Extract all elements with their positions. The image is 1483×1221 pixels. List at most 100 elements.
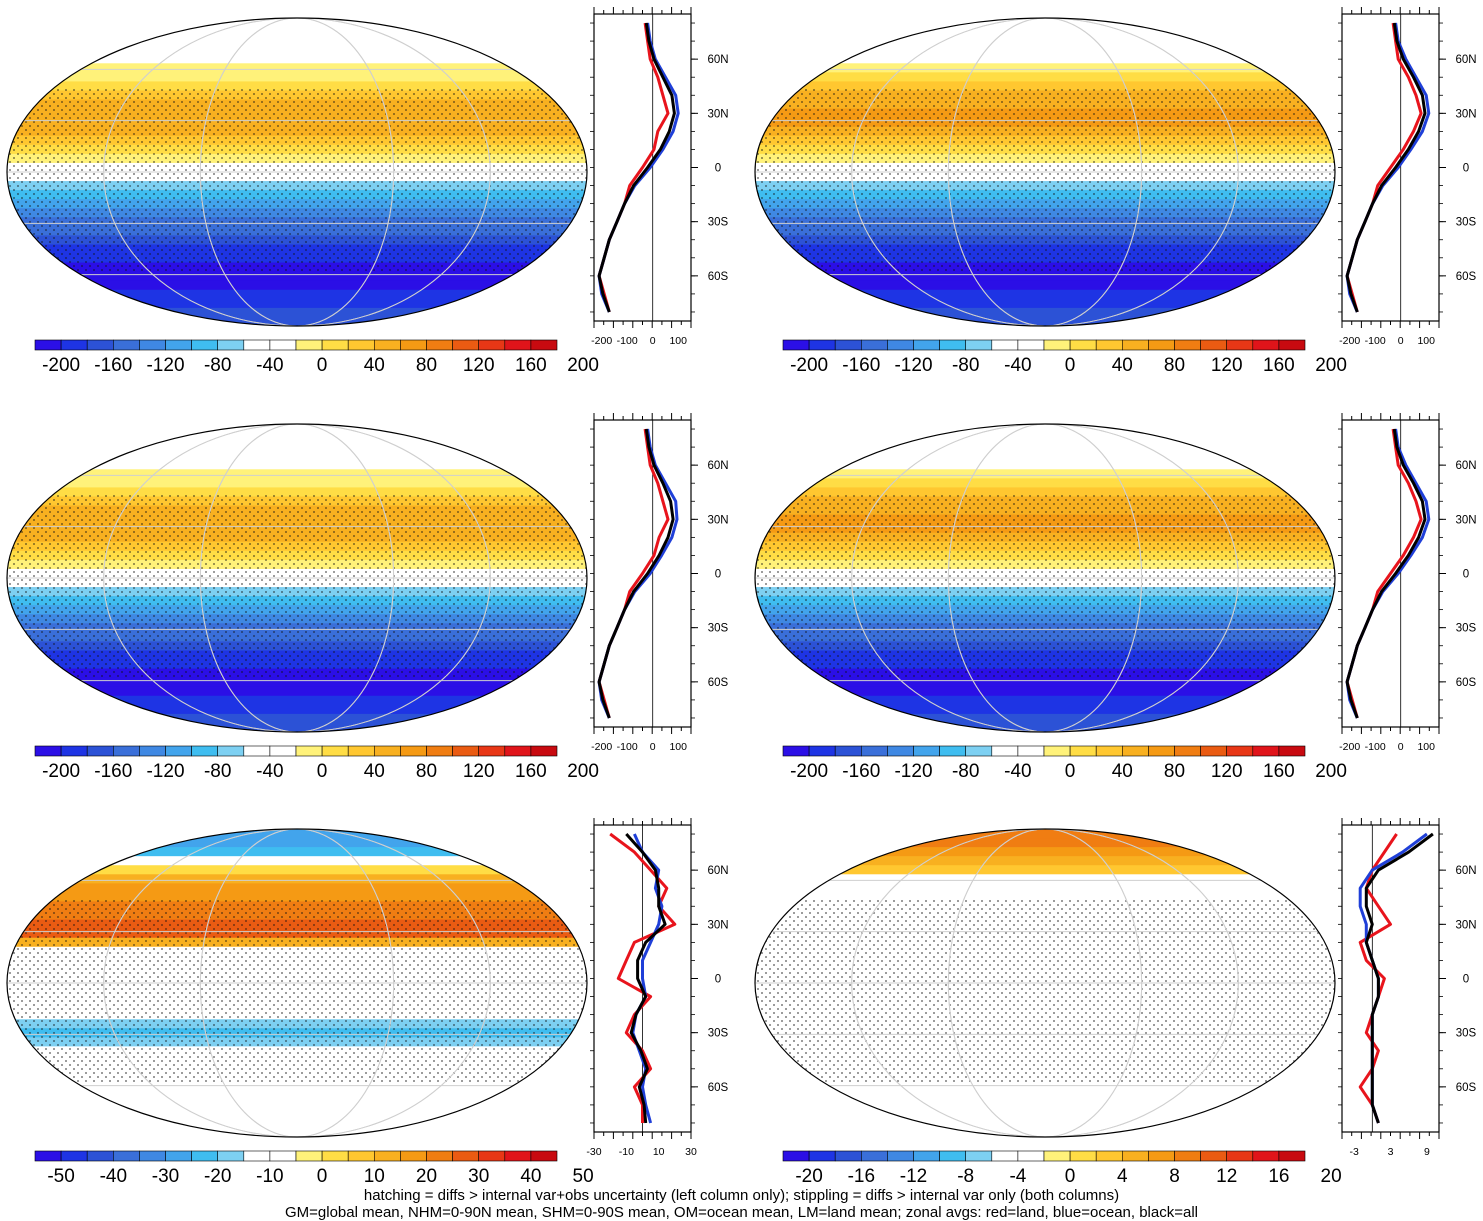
colorbar-swatch	[530, 745, 558, 757]
stippling	[755, 87, 1335, 273]
lat-band	[755, 433, 1335, 443]
colorbar-swatch	[1069, 1150, 1097, 1162]
zonal-plot: -3 3 9 60N 30N 0 30S 60S	[1338, 818, 1477, 1158]
colorbar-swatch	[1095, 1150, 1123, 1162]
zonal-x-tick-label: -200	[591, 741, 612, 753]
graticule-lon	[851, 829, 1239, 1137]
colorbar-tick-label: -80	[952, 761, 979, 782]
stippling	[755, 898, 1335, 1084]
colorbar-swatch	[426, 339, 453, 351]
colorbar-swatch	[1043, 1150, 1071, 1162]
lat-band	[7, 433, 587, 443]
colorbar-tick-label: 120	[463, 761, 495, 782]
panel-4: -200 -160 -120 -80 -40 0 40 80 120 160 200 -200 -100…	[754, 413, 1477, 782]
colorbar-tick-label: 40	[364, 761, 385, 782]
colorbar-swatch	[400, 339, 427, 351]
colorbar-tick-label: -40	[256, 355, 283, 376]
lat-band	[7, 722, 587, 732]
colorbar-swatch	[1148, 745, 1175, 757]
map-field	[7, 424, 587, 732]
lat-band	[7, 695, 587, 706]
lat-band	[7, 874, 587, 884]
colorbar-swatch	[113, 339, 140, 351]
lat-band	[755, 54, 1335, 64]
lat-band	[755, 892, 1335, 903]
colorbar-tick-label: -10	[256, 1166, 283, 1187]
zonal-x-tick-label: 100	[669, 741, 687, 753]
lat-band	[7, 1100, 587, 1111]
colorbar-swatch	[939, 745, 967, 757]
colorbar-swatch	[965, 1150, 993, 1162]
colorbar: -20 -16 -12 -8 -4 0 4 8 12 16 20	[782, 1150, 1342, 1187]
panel-1: -200 -160 -120 -80 -40 0 40 80 120 160 200 -200 -100…	[6, 7, 729, 376]
colorbar-swatch	[504, 1150, 532, 1162]
colorbar-tick-label: -160	[94, 355, 132, 376]
colorbar-swatch	[861, 1150, 888, 1162]
map-border	[754, 423, 1336, 733]
graticule-lon	[947, 424, 1143, 732]
colorbar-swatch	[834, 1150, 862, 1162]
lat-band	[755, 829, 1335, 839]
lat-band	[7, 307, 587, 318]
lat-band	[755, 63, 1335, 73]
map-field	[7, 18, 587, 326]
lat-band	[7, 487, 587, 498]
colorbar-tick-label: 120	[1211, 355, 1243, 376]
graticule-lon	[199, 424, 395, 732]
colorbar-swatch	[165, 339, 192, 351]
colorbar-swatch	[217, 1150, 245, 1162]
lat-band	[755, 460, 1335, 470]
panel-3: -200 -160 -120 -80 -40 0 40 80 120 160 200 -200 -100…	[6, 413, 729, 782]
colorbar-swatch	[60, 339, 88, 351]
lat-band	[7, 1127, 587, 1137]
colorbar-swatch	[1121, 745, 1149, 757]
zonal-y-tick-label: 30N	[707, 514, 728, 526]
colorbar-swatch	[243, 339, 271, 351]
colorbar-swatch	[965, 339, 993, 351]
zonal-plot: -200 -100 0 100 60N 30N 0 30S 60S	[590, 7, 729, 347]
colorbar-swatch	[165, 745, 192, 757]
zonal-x-tick-label: -100	[1365, 741, 1386, 753]
colorbar-tick-label: 160	[515, 355, 547, 376]
lat-band	[7, 280, 587, 291]
colorbar-swatch	[139, 1150, 166, 1162]
zonal-series-ocean	[597, 22, 680, 313]
zonal-x-tick-label: 30	[685, 1146, 697, 1158]
colorbar-swatch	[452, 745, 480, 757]
lat-band	[755, 289, 1335, 300]
colorbar-swatch	[478, 1150, 506, 1162]
colorbar-tick-label: 20	[416, 1166, 437, 1187]
lat-band	[7, 27, 587, 37]
colorbar-swatch	[191, 1150, 219, 1162]
colorbar-swatch	[1278, 745, 1306, 757]
lat-band	[7, 883, 587, 894]
colorbar-swatch	[1278, 339, 1306, 351]
colorbar-tick-label: -8	[957, 1166, 974, 1187]
colorbar-tick-label: 80	[416, 355, 437, 376]
zonal-y-tick-label: 60S	[1456, 677, 1477, 689]
colorbar-swatch	[782, 339, 810, 351]
colorbar-tick-label: -40	[1004, 355, 1031, 376]
lat-band	[7, 838, 587, 848]
lat-band	[7, 18, 587, 28]
colorbar-swatch	[1069, 339, 1097, 351]
zonal-y-tick-label: 60N	[707, 460, 728, 472]
colorbar-swatch	[1069, 745, 1097, 757]
colorbar-swatch	[991, 1150, 1019, 1162]
zonal-y-tick-label: 30N	[1455, 919, 1476, 931]
colorbar-tick-label: 80	[1164, 355, 1185, 376]
colorbar-swatch	[347, 1150, 375, 1162]
colorbar-tick-label: 200	[1315, 355, 1347, 376]
colorbar-swatch	[347, 339, 375, 351]
colorbar-swatch	[1095, 339, 1123, 351]
colorbar-swatch	[478, 745, 506, 757]
panel-5: -50 -40 -30 -20 -10 0 10 20 30 40 50 -30 -10 10 30 60N 3…	[6, 818, 729, 1187]
colorbar-swatch	[400, 745, 427, 757]
colorbar-swatch	[1043, 339, 1071, 351]
lat-band	[7, 829, 587, 839]
zonal-y-tick-label: 30S	[1456, 623, 1477, 635]
colorbar-tick-label: 80	[1164, 761, 1185, 782]
lat-band	[7, 856, 587, 866]
